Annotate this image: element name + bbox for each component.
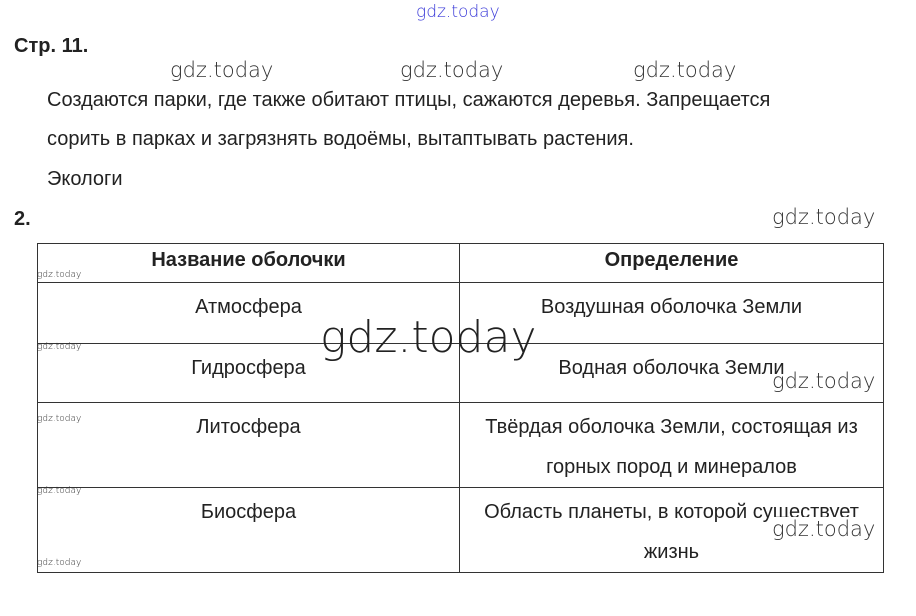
header-definition: Определение	[459, 243, 884, 283]
watermark: gdz.today	[400, 58, 504, 82]
table-row: Литосфера Твёрдая оболочка Земли, состоя…	[37, 402, 884, 488]
paragraph-line: Экологи	[47, 168, 123, 190]
cell-definition: Воздушная оболочка Земли	[459, 282, 884, 344]
watermark: gdz.today	[772, 517, 876, 541]
watermark-small: gdz.today	[37, 558, 82, 568]
cell-definition: Водная оболочка Земли	[459, 343, 884, 403]
cell-definition: Твёрдая оболочка Земли, состоящая из гор…	[459, 402, 884, 488]
spheres-table: Название оболочки Определение Атмосфера …	[37, 243, 884, 573]
cell-name: Биосфера	[37, 487, 460, 573]
table-header-row: Название оболочки Определение	[37, 243, 884, 283]
watermark: gdz.today	[170, 58, 274, 82]
watermark-small: gdz.today	[37, 342, 82, 352]
table-row: Биосфера Область планеты, в которой суще…	[37, 487, 884, 573]
cell-name: Литосфера	[37, 402, 460, 488]
watermark: gdz.today	[772, 369, 876, 393]
header-name: Название оболочки	[37, 243, 460, 283]
watermark: gdz.today	[633, 58, 737, 82]
watermark-small: gdz.today	[37, 270, 82, 280]
page-label: Стр. 11.	[14, 35, 89, 57]
watermark-large: gdz.today	[320, 312, 537, 363]
paragraph-line: Создаются парки, где также обитают птицы…	[47, 89, 771, 111]
cell-definition: Область планеты, в которой существует жи…	[459, 487, 884, 573]
watermark: gdz.today	[772, 205, 876, 229]
task-number: 2.	[14, 208, 31, 230]
watermark-top: gdz.today	[416, 2, 500, 22]
table-row: Атмосфера Воздушная оболочка Земли	[37, 282, 884, 344]
watermark-small: gdz.today	[37, 486, 82, 496]
cell-name: Атмосфера	[37, 282, 460, 344]
paragraph-line: сорить в парках и загрязнять водоёмы, вы…	[47, 128, 634, 150]
table-row: Гидросфера Водная оболочка Земли	[37, 343, 884, 403]
watermark-small: gdz.today	[37, 414, 82, 424]
